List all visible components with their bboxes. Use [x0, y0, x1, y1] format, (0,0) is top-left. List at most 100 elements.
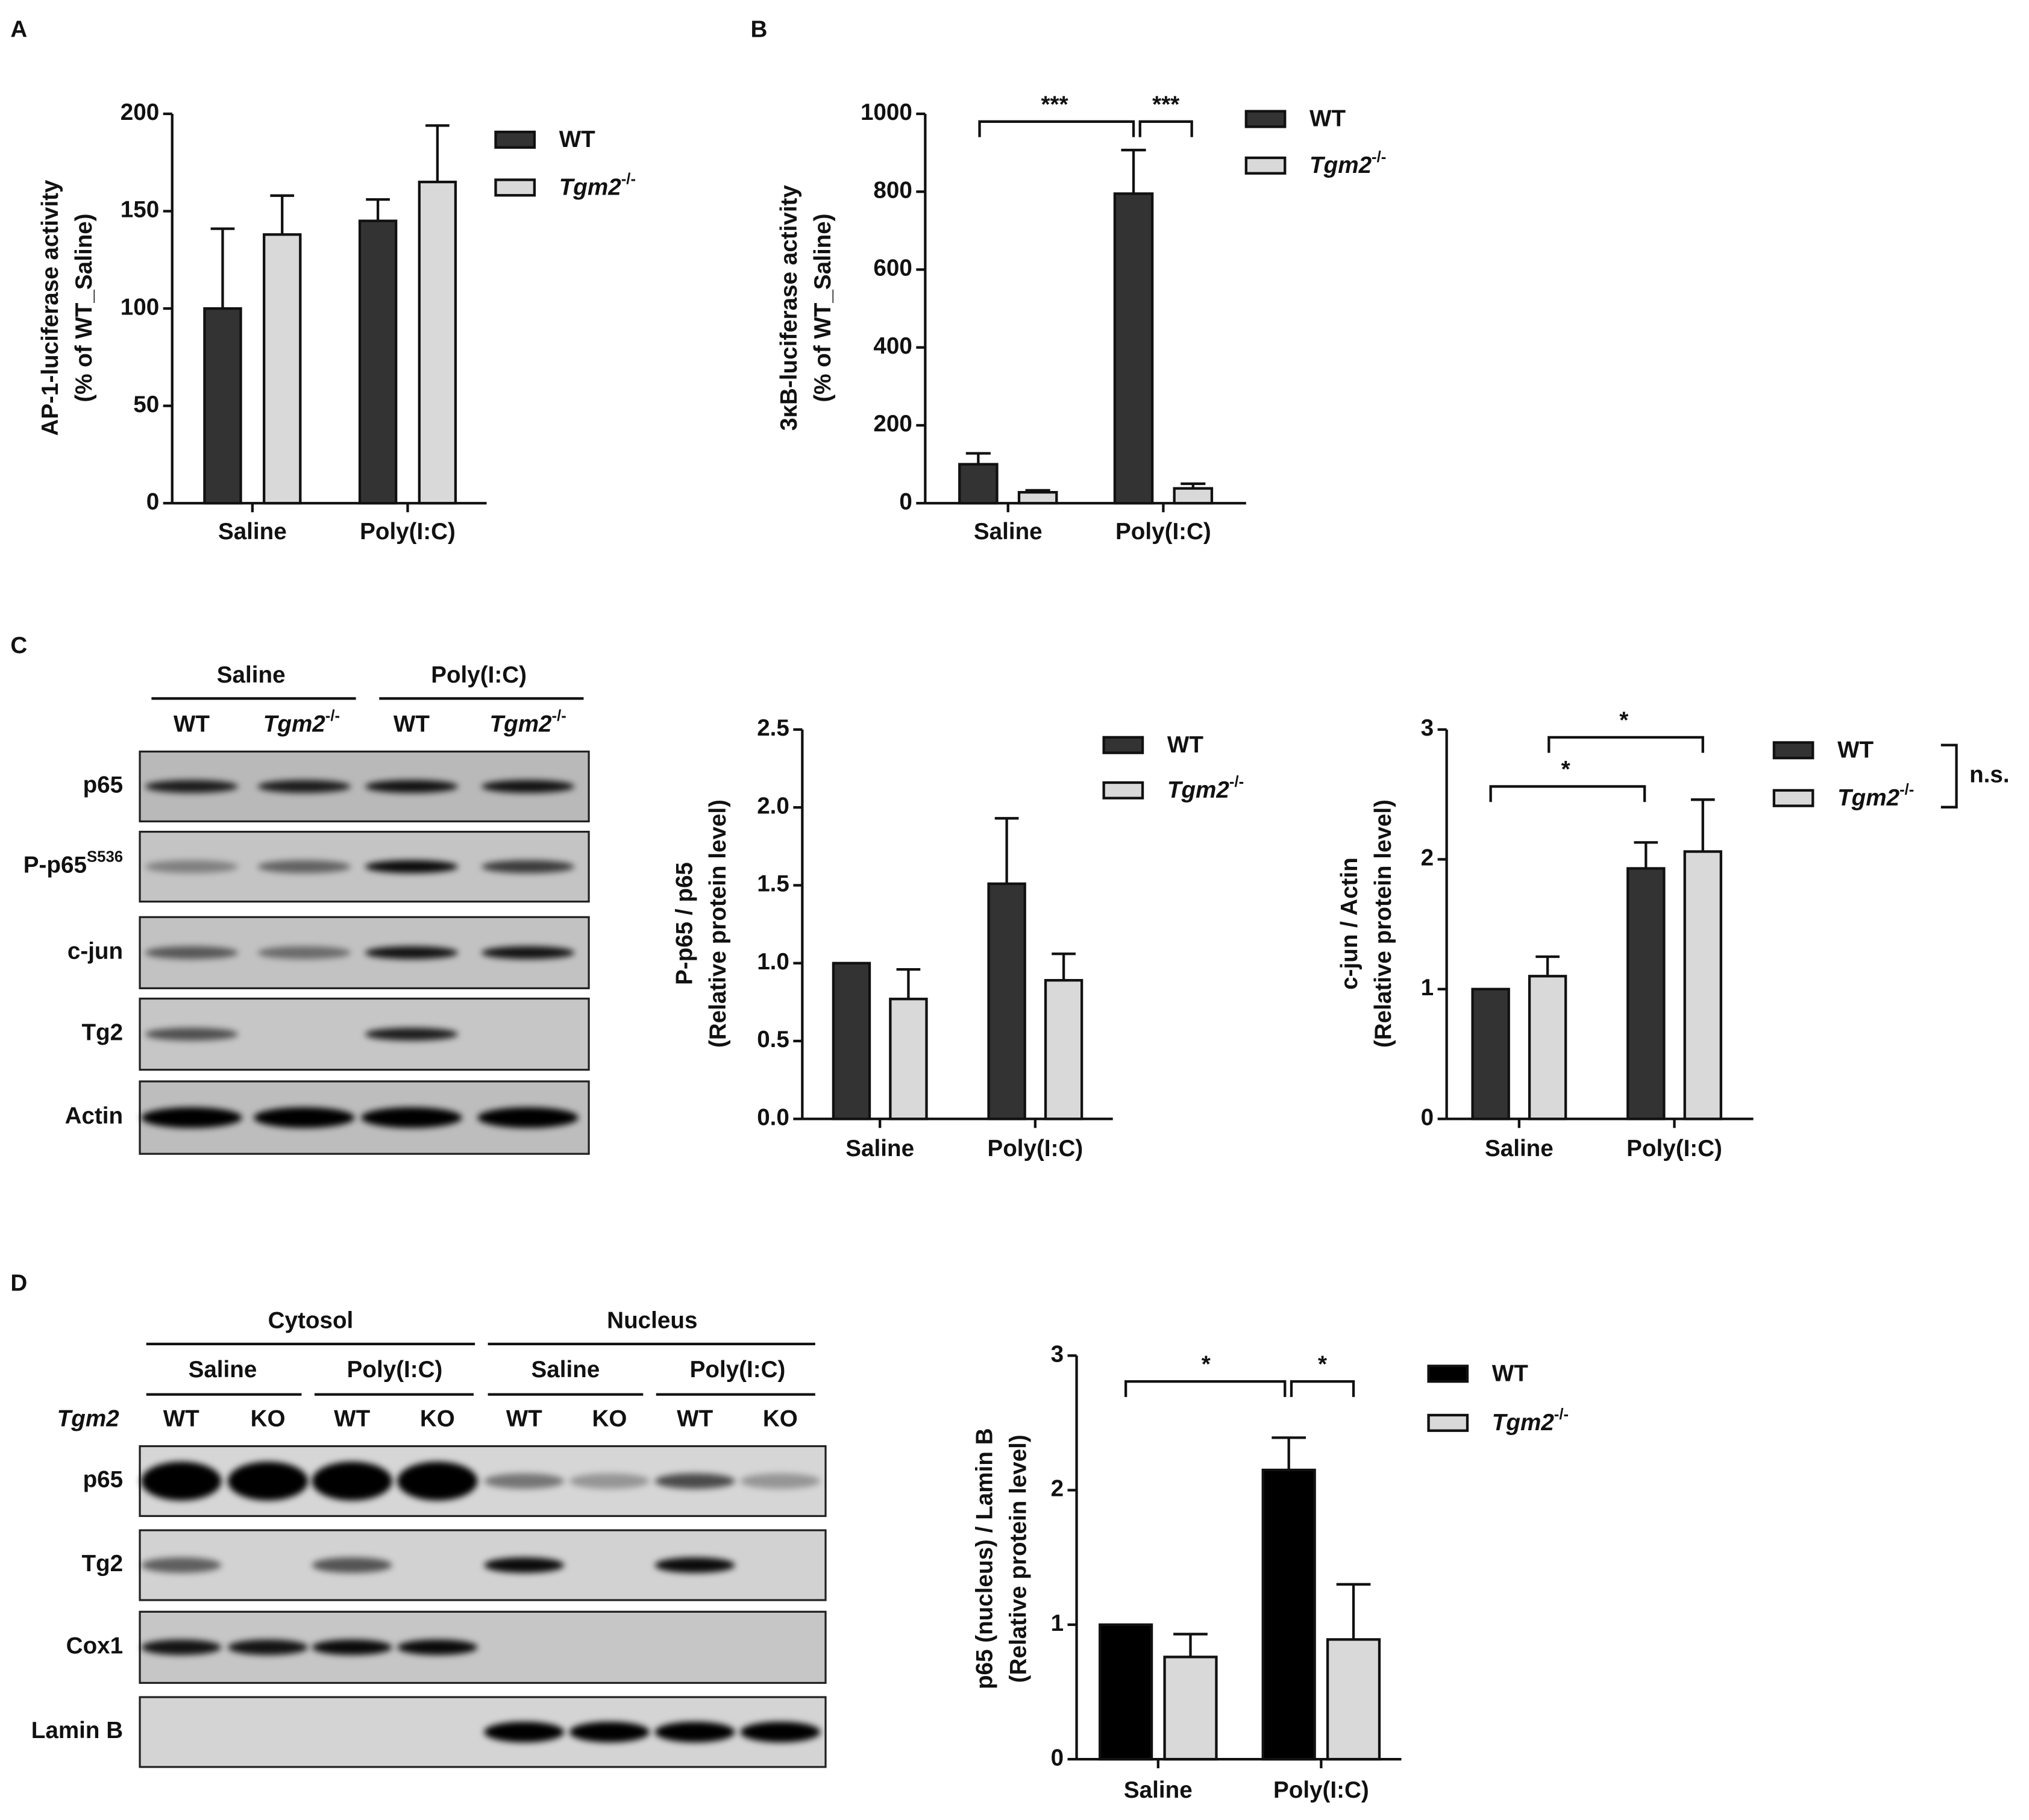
band	[654, 1721, 735, 1743]
band	[481, 946, 575, 960]
x-tick-label: Saline	[218, 519, 287, 545]
band	[361, 1107, 462, 1128]
band	[484, 1721, 565, 1743]
band	[145, 780, 239, 793]
blot-row-label-main: p65	[83, 772, 124, 798]
y-tick-label: 0	[146, 489, 159, 514]
y-tick-label: 600	[873, 255, 912, 281]
panel-label: B	[750, 17, 767, 43]
significance-bracket	[1548, 736, 1704, 753]
y-tick-label: 0	[899, 489, 912, 514]
panel-label: A	[10, 17, 27, 43]
band	[145, 1027, 239, 1041]
y-tick-label: 1.0	[757, 949, 789, 975]
y-tick-label: 100	[121, 294, 159, 320]
group-label: Saline	[189, 1357, 257, 1383]
legend-label-main: WT	[1492, 1361, 1528, 1387]
band	[365, 780, 459, 793]
lane-label-sup: -/-	[325, 707, 340, 724]
significance-label: *	[1619, 707, 1628, 733]
lane-label-main: WT	[174, 711, 210, 737]
legend-swatch	[494, 130, 536, 149]
legend-label-sup: -/-	[1554, 1406, 1569, 1423]
y-axis-label: c-jun / Actin	[1337, 857, 1363, 990]
bar	[1173, 487, 1214, 505]
legend-label-main: Tgm2	[1492, 1410, 1555, 1436]
blot-row-label-main: Actin	[65, 1103, 124, 1129]
lane-label-main: Tgm2	[263, 711, 326, 737]
lane-label-main: Tgm2	[490, 711, 553, 737]
x-tick-label: Saline	[1485, 1136, 1554, 1162]
blot-row-label: p65	[83, 1467, 124, 1493]
legend-label: WT	[559, 127, 595, 152]
significance-label: *	[1202, 1352, 1211, 1378]
group-label: Saline	[217, 662, 286, 688]
legend-label-sup: -/-	[1229, 774, 1244, 790]
legend-swatch	[1244, 110, 1287, 128]
bar	[1017, 490, 1058, 505]
band	[569, 1473, 650, 1489]
group-label: Poly(I:C)	[690, 1357, 786, 1383]
y-tick-label: 0	[1421, 1104, 1434, 1130]
lane-label: Tgm2-/-	[263, 707, 340, 737]
legend-swatch	[1772, 741, 1814, 760]
bar	[832, 962, 871, 1121]
lane-label: KO	[420, 1406, 455, 1432]
legend-label: WT	[1309, 106, 1346, 132]
blot-row-label: c-jun	[67, 939, 123, 965]
y-tick-label: 1000	[861, 99, 912, 125]
legend-label: Tgm2-/-	[1309, 149, 1386, 178]
bar	[1099, 1623, 1153, 1761]
legend-swatch	[494, 178, 536, 197]
band	[654, 1473, 735, 1489]
lane-label: WT	[334, 1406, 370, 1432]
blot-row-label: Tg2	[81, 1020, 123, 1046]
bar	[1261, 1468, 1316, 1761]
y-axis-label: P-p65 / p65	[671, 862, 697, 985]
band	[141, 1639, 222, 1656]
lane-label: WT	[163, 1406, 199, 1432]
band	[397, 1462, 478, 1501]
band	[257, 946, 351, 960]
error-bar	[1173, 1633, 1208, 1657]
blot-row-label: Lamin B	[31, 1718, 123, 1743]
y-tick-label: 2	[1051, 1476, 1064, 1502]
x-tick-label: Poly(I:C)	[1626, 1136, 1722, 1162]
band	[654, 1557, 735, 1573]
lane-label: WT	[174, 711, 210, 737]
significance-bracket	[1489, 785, 1646, 802]
y-axis-label: 3κB-luciferase activity	[776, 185, 802, 431]
group-label: Poly(I:C)	[347, 1357, 443, 1383]
group-label: Saline	[532, 1357, 600, 1383]
lane-label: KO	[592, 1406, 627, 1432]
band	[481, 780, 575, 793]
bar	[1528, 975, 1567, 1121]
panel-label: C	[10, 633, 27, 658]
error-bar	[210, 227, 235, 309]
significance-label: ***	[1041, 92, 1068, 117]
group-label: Poly(I:C)	[431, 662, 527, 688]
legend-swatch	[1102, 781, 1144, 799]
band	[253, 1107, 355, 1128]
legend-label-main: WT	[559, 127, 595, 152]
band	[740, 1473, 821, 1489]
x-tick-label: Poly(I:C)	[1273, 1777, 1369, 1803]
legend-swatch	[1102, 736, 1144, 754]
legend-label-main: WT	[1837, 737, 1874, 763]
x-tick-label: Poly(I:C)	[1115, 519, 1211, 545]
y-axis-label: (Relative protein level)	[705, 799, 731, 1048]
bar	[358, 219, 398, 505]
legend-swatch	[1427, 1413, 1469, 1432]
error-bar	[1121, 148, 1146, 194]
bar	[958, 463, 999, 505]
y-axis-label: (Relative protein level)	[1370, 799, 1396, 1048]
legend-swatch	[1427, 1365, 1469, 1383]
blot-row-label: Cox1	[66, 1633, 123, 1659]
band	[312, 1462, 392, 1501]
blot-row-label-sup: S536	[87, 848, 123, 865]
blot-row-label: p65	[83, 772, 124, 798]
y-axis-label: (Relative protein level)	[1005, 1434, 1031, 1683]
significance-label: ***	[1152, 92, 1179, 117]
error-bar	[270, 194, 295, 235]
